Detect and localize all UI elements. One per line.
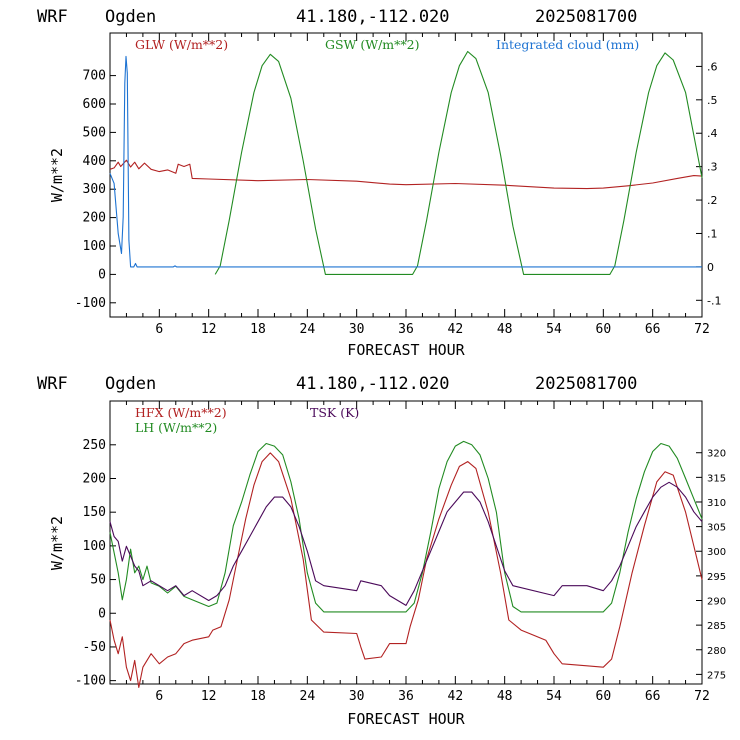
chart1-xtick-label-6: 42 [448,689,464,704]
chart1-ytick-label-2: 0 [98,606,106,621]
chart0-ytick-label-1: 0 [98,267,106,282]
chart1-ytick-label-3: 50 [90,573,106,588]
chart1-y2tick-label-9: 320 [707,449,726,460]
top-header-site: Ogden [105,7,156,27]
chart1-y2tick-label-4: 295 [707,572,726,583]
chart0-xtick-label-0: 6 [155,322,163,337]
chart1-ytick-label-6: 200 [83,471,106,486]
chart0-y2tick-label-2: .1 [707,227,718,240]
chart1-xtick-label-3: 24 [300,689,316,704]
chart1-xtick-label-1: 12 [201,689,217,704]
chart0-xtick-label-10: 66 [645,322,661,337]
chart1-xtick-label-0: 6 [155,689,163,704]
chart0-xtick-label-6: 42 [448,322,464,337]
chart0-xtick-label-8: 54 [546,322,562,337]
chart0-ytick-label-6: 500 [83,125,106,140]
chart0-y2tick-label-1: 0 [707,261,714,274]
legend-gsw: GSW (W/m**2) [325,37,420,52]
chart1-ytick-label-1: -50 [83,640,106,655]
chart0-ytick-label-0: -100 [75,296,106,311]
bottom-chart: -100 -50 0 50 100 150 200 250 275 280 285 290 295 30… [48,400,726,728]
chart1-ytick-label-5: 150 [83,505,106,520]
chart1-xtick-label-4: 30 [349,689,365,704]
chart0-ytick-label-8: 700 [83,69,106,84]
chart1-xtick-label-10: 66 [645,689,661,704]
chart0-y2tick-label-0: -.1 [707,294,721,307]
chart0-ytick-label-5: 400 [83,154,106,169]
chart1-xtick-label-11: 72 [694,689,710,704]
bottom-header-model: WRF [37,374,68,394]
chart0-xtick-label-4: 30 [349,322,365,337]
chart0-ytick-label-3: 200 [83,211,106,226]
chart0-xtick-label-11: 72 [694,322,710,337]
chart1-series-2-line [109,481,703,606]
legend-tsk: TSK (K) [310,405,359,420]
bottom-header-coords: 41.180,-112.020 [296,374,450,394]
top-header-model: WRF [37,7,68,27]
chart0-series-2-line [109,55,702,268]
top-header-init: 2025081700 [535,7,637,27]
chart0-y2tick-label-4: .3 [707,161,718,174]
chart1-y2tick-label-6: 305 [707,523,726,534]
chart0-xtick-label-7: 48 [497,322,513,337]
chart1-ytick-label-4: 100 [83,539,106,554]
chart1-series-1-line [109,440,703,613]
chart1-xtick-label-5: 36 [398,689,414,704]
chart1-ytick-label-0: -100 [75,674,106,689]
chart1-series-0-line [109,452,703,688]
chart0-y2tick-label-7: .6 [707,60,718,73]
top-x-axis-label: FORECAST HOUR [347,341,465,359]
chart0-ytick-label-7: 600 [83,97,106,112]
chart1-y2tick-label-5: 300 [707,547,726,558]
chart1-xtick-label-2: 18 [250,689,266,704]
bottom-y-axis-label: W/m**2 [48,516,66,570]
chart1-ytick-label-7: 250 [83,438,106,453]
chart0-y2tick-label-3: .2 [707,194,718,207]
chart0-xtick-label-9: 60 [596,322,612,337]
top-chart: -100 0 100 200 300 400 500 600 700 -.1 0 .1 .2 .3 .4.… [48,32,721,359]
chart1-xtick-label-9: 60 [596,689,612,704]
chart0-xtick-label-5: 36 [398,322,414,337]
bottom-x-axis-label: FORECAST HOUR [347,710,465,728]
chart0-series-1-line [214,50,703,275]
chart1-y2tick-label-8: 315 [707,473,726,484]
chart0-series-0-line [109,159,703,190]
legend-glw: GLW (W/m**2) [135,37,228,52]
chart0-ytick-label-2: 100 [83,239,106,254]
top-y-axis-label: W/m**2 [48,148,66,202]
chart0-xtick-label-1: 12 [201,322,217,337]
chart1-y2tick-label-0: 275 [707,670,726,681]
chart0-y2tick-label-5: .4 [707,127,718,140]
chart0-xtick-label-3: 24 [300,322,316,337]
bottom-header-init: 2025081700 [535,374,637,394]
chart1-y2tick-label-1: 280 [707,646,726,657]
chart0-ytick-label-4: 300 [83,182,106,197]
legend-lh: LH (W/m**2) [135,420,217,435]
legend-integrated-cloud: Integrated cloud (mm) [496,37,639,52]
legend-hfx: HFX (W/m**2) [135,405,227,420]
chart1-y2tick-label-7: 310 [707,498,726,509]
bottom-header-site: Ogden [105,374,156,394]
chart1-xtick-label-8: 54 [546,689,562,704]
chart1-y2tick-label-2: 285 [707,621,726,632]
top-header-coords: 41.180,-112.020 [296,7,450,27]
chart0-y2tick-label-6: .5 [707,94,718,107]
chart0-xtick-label-2: 18 [250,322,266,337]
chart1-y2tick-label-3: 290 [707,597,726,608]
chart1-xtick-label-7: 48 [497,689,513,704]
